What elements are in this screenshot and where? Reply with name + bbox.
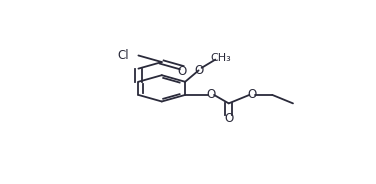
Text: O: O: [177, 65, 186, 78]
Text: Cl: Cl: [117, 49, 129, 62]
Text: CH₃: CH₃: [210, 53, 230, 63]
Text: O: O: [247, 88, 257, 100]
Text: O: O: [224, 112, 233, 125]
Text: O: O: [206, 89, 215, 101]
Text: O: O: [194, 64, 203, 77]
